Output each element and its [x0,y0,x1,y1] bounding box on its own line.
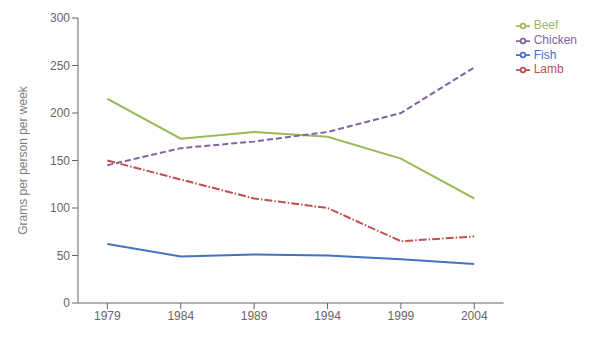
svg-text:50: 50 [57,249,71,263]
svg-text:2004: 2004 [461,309,488,323]
svg-text:Grams per person per week: Grams per person per week [16,85,30,235]
html-text:Lamb: Lamb [533,62,564,77]
svg-text:250: 250 [50,59,70,73]
html-text:Fish: Fish [533,47,557,62]
svg-text:100: 100 [50,201,70,215]
svg-text:1989: 1989 [241,309,268,323]
svg-text:1994: 1994 [314,309,341,323]
html-text:Chicken: Chicken [533,32,577,47]
html-text:Beef: Beef [533,18,559,32]
svg-text:1979: 1979 [94,309,121,323]
svg-text:300: 300 [50,11,70,25]
svg-text:0: 0 [63,296,70,310]
svg-text:1999: 1999 [388,309,415,323]
svg-text:1984: 1984 [167,309,194,323]
svg-text:200: 200 [50,106,70,120]
svg-text:150: 150 [50,154,70,168]
